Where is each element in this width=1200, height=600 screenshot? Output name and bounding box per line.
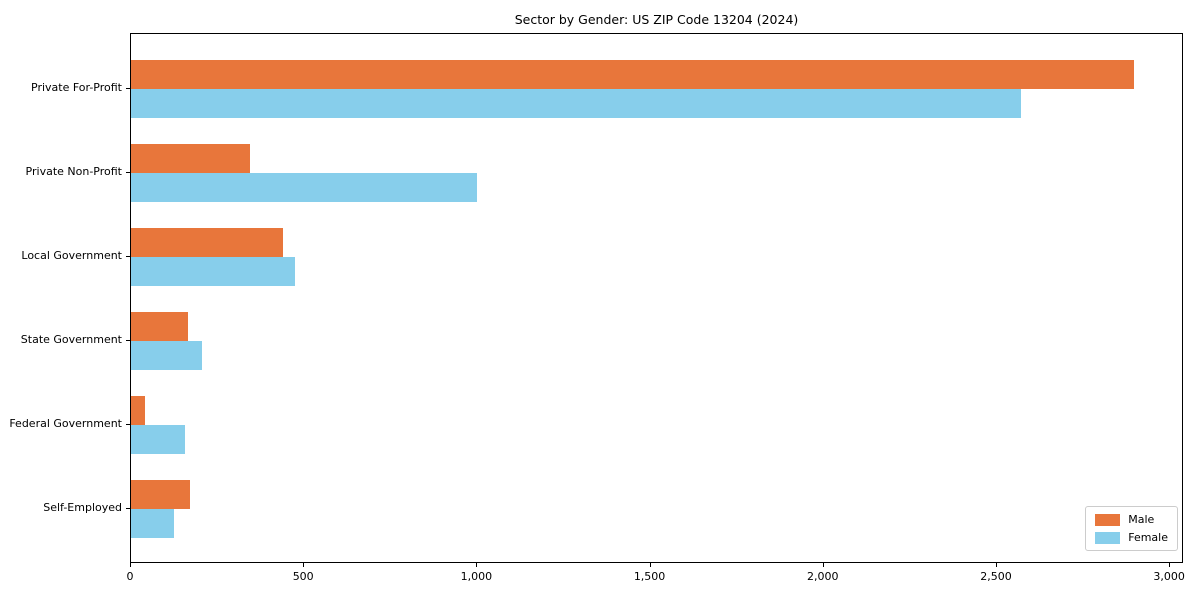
plot-area: Male Female [130,33,1183,563]
bar-male-4 [131,396,145,425]
bar-female-3 [131,341,202,370]
legend-item-male: Male [1095,513,1168,526]
y-category-label: Self-Employed [43,501,122,514]
x-tick-label: 1,500 [633,570,666,583]
legend-item-female: Female [1095,531,1168,544]
bar-female-5 [131,509,175,538]
x-tick-mark [1169,563,1171,567]
bar-female-1 [131,173,477,202]
bar-female-0 [131,89,1022,118]
x-tick-label: 3,000 [1153,570,1185,583]
y-tick-mark [126,424,130,425]
x-tick-mark [995,563,997,567]
bar-female-2 [131,257,296,286]
legend-label: Female [1128,531,1168,544]
bar-male-5 [131,480,190,509]
x-tick-label: 1,000 [460,570,493,583]
bar-male-3 [131,312,189,341]
y-category-label: Private For-Profit [31,81,122,94]
legend-swatch-male [1095,513,1121,526]
chart-title: Sector by Gender: US ZIP Code 13204 (202… [514,12,799,27]
y-tick-mark [126,88,130,89]
y-category-label: Local Government [21,249,122,262]
x-tick-label: 2,000 [807,570,839,583]
y-tick-mark [126,172,130,173]
y-category-label: Federal Government [9,417,122,430]
x-tick-label: 500 [292,570,314,583]
legend-label: Male [1128,513,1155,526]
x-tick-label: 2,500 [980,570,1012,583]
x-tick-label: 0 [126,570,134,583]
x-tick-mark [130,563,131,567]
bar-male-0 [131,60,1134,89]
legend: Male Female [1085,506,1178,551]
x-tick-mark [476,563,478,567]
y-tick-mark [126,256,130,257]
y-category-label: State Government [20,333,122,346]
y-category-label: Private Non-Profit [25,165,122,178]
x-tick-mark [822,563,824,567]
y-tick-mark [126,340,130,341]
bar-female-4 [131,425,185,454]
x-tick-mark [303,563,305,567]
legend-swatch-female [1095,531,1121,544]
x-tick-mark [649,563,651,567]
bar-male-2 [131,228,284,257]
y-tick-mark [126,508,130,509]
bar-male-1 [131,144,251,173]
